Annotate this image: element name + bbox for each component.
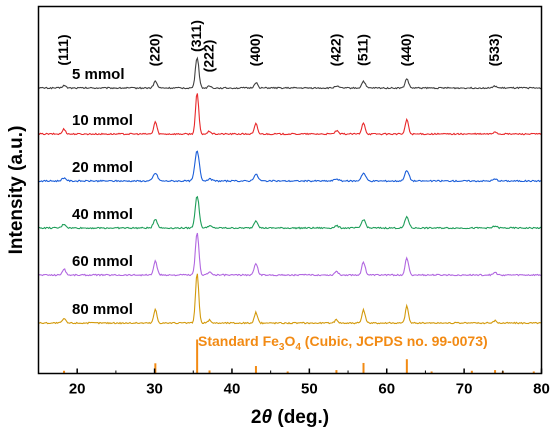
peak-label: (222): [201, 40, 217, 73]
x-tick-label: 70: [456, 381, 473, 398]
series-line: [38, 56, 542, 90]
series-label: 10 mmol: [72, 112, 133, 129]
x-tick-label: 50: [301, 381, 318, 398]
series-line: [38, 150, 542, 183]
series-line: [38, 273, 542, 325]
series-label: 80 mmol: [72, 301, 133, 318]
series-line: [38, 195, 542, 230]
y-axis-label: Intensity (a.u.): [6, 126, 27, 255]
peak-label: (422): [327, 34, 343, 67]
series-label: 20 mmol: [72, 159, 133, 176]
series-line: [38, 232, 542, 277]
peak-label: (400): [247, 34, 263, 67]
series-label: 40 mmol: [72, 206, 133, 223]
peak-label: (311): [188, 20, 204, 52]
series-label: 60 mmol: [72, 253, 133, 270]
x-axis-label: 2θ (deg.): [251, 407, 329, 428]
peak-label: (533): [486, 34, 502, 67]
peak-label: (111): [55, 34, 71, 65]
x-tick-label: 20: [69, 381, 86, 398]
peak-labels: (111) (220) (311)(222) (400) (422) (511) (440)…: [55, 20, 502, 72]
x-tick-label: 60: [378, 381, 395, 398]
series-line: [38, 93, 542, 136]
x-axis-ticks: 20 30 40 50 60 70 80: [38, 368, 550, 398]
plot-frame: [37, 5, 543, 375]
peak-label: (511): [355, 34, 371, 66]
x-tick-label: 40: [224, 381, 241, 398]
peak-label: (440): [398, 34, 414, 67]
reference-label: Standard Fe3O4 (Cubic, JCPDS no. 99-0073…: [198, 333, 488, 353]
series-label: 5 mmol: [72, 66, 125, 83]
peak-label: (220): [146, 34, 162, 67]
x-tick-label: 30: [146, 381, 163, 398]
series-group: 5 mmol 10 mmol 20 mmol 40 mmol 60 mmol 80 mmo…: [38, 56, 542, 325]
x-tick-label: 80: [533, 381, 550, 398]
